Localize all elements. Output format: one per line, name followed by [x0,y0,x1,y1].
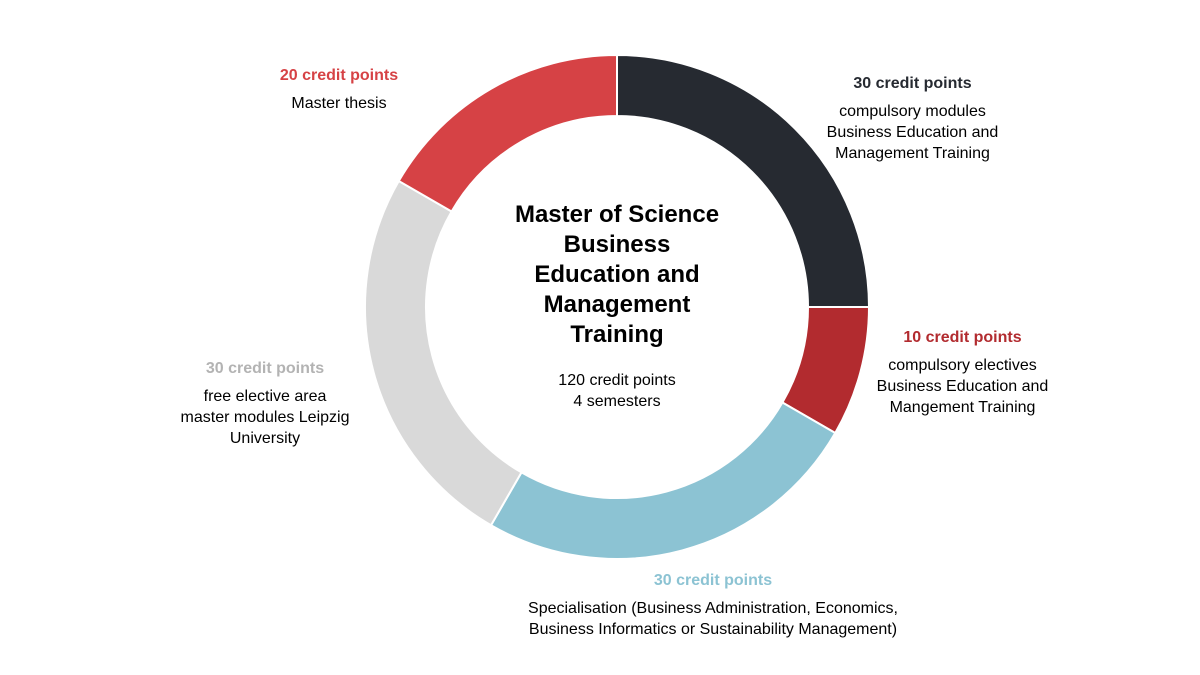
slice-desc-line: University [229,430,301,447]
slice-points-label: 30 credit points [853,75,972,92]
center-subtitle: 120 credit points 4 semesters [467,370,767,412]
slice-desc-line: free elective area [203,388,327,405]
slice-desc-line: master modules Leipzig [180,409,350,426]
slice-desc-line: compulsory modules [839,103,986,120]
center-text: Master of Science Business Education and… [467,200,767,412]
slice-label-specialisation: 30 credit points Specialisation (Busines… [463,570,963,640]
donut-slice-master-thesis [397,53,618,213]
slice-points-label: 10 credit points [903,329,1022,346]
center-title-line: Management [543,291,691,318]
slice-points-label: 30 credit points [653,572,773,589]
slice-desc-line: Business Education and [826,124,999,141]
slice-desc-line: Management Training [835,145,990,162]
slice-desc-line: Specialisation (Business Administration,… [528,600,898,617]
slice-label-compulsory-electives: 10 credit points compulsory electives Bu… [850,327,1075,418]
total-credits: 120 credit points [558,372,676,389]
slice-desc-line: Master thesis [291,95,387,112]
center-title-line: Education and [534,261,700,288]
slice-points-label: 30 credit points [205,360,325,377]
center-title: Master of Science Business Education and… [467,200,767,350]
slice-label-free-elective-area: 30 credit points free elective area mast… [155,358,375,449]
donut-slice-specialisation [489,401,837,560]
center-title-line: Training [570,321,664,348]
slice-label-compulsory-modules: 30 credit points compulsory modules Busi… [800,73,1025,164]
slice-desc-line: Business Informatics or Sustainability M… [528,621,898,638]
center-title-line: Business [563,231,671,258]
center-title-line: Master of Science [514,201,720,228]
slice-desc-line: compulsory electives [888,357,1037,374]
slice-desc-line: Business Education and [876,378,1049,395]
slice-label-master-thesis: 20 credit points Master thesis [239,65,439,114]
slice-points-label: 20 credit points [279,67,399,84]
slice-desc-line: Mangement Training [889,399,1036,416]
semesters: 4 semesters [573,393,661,410]
